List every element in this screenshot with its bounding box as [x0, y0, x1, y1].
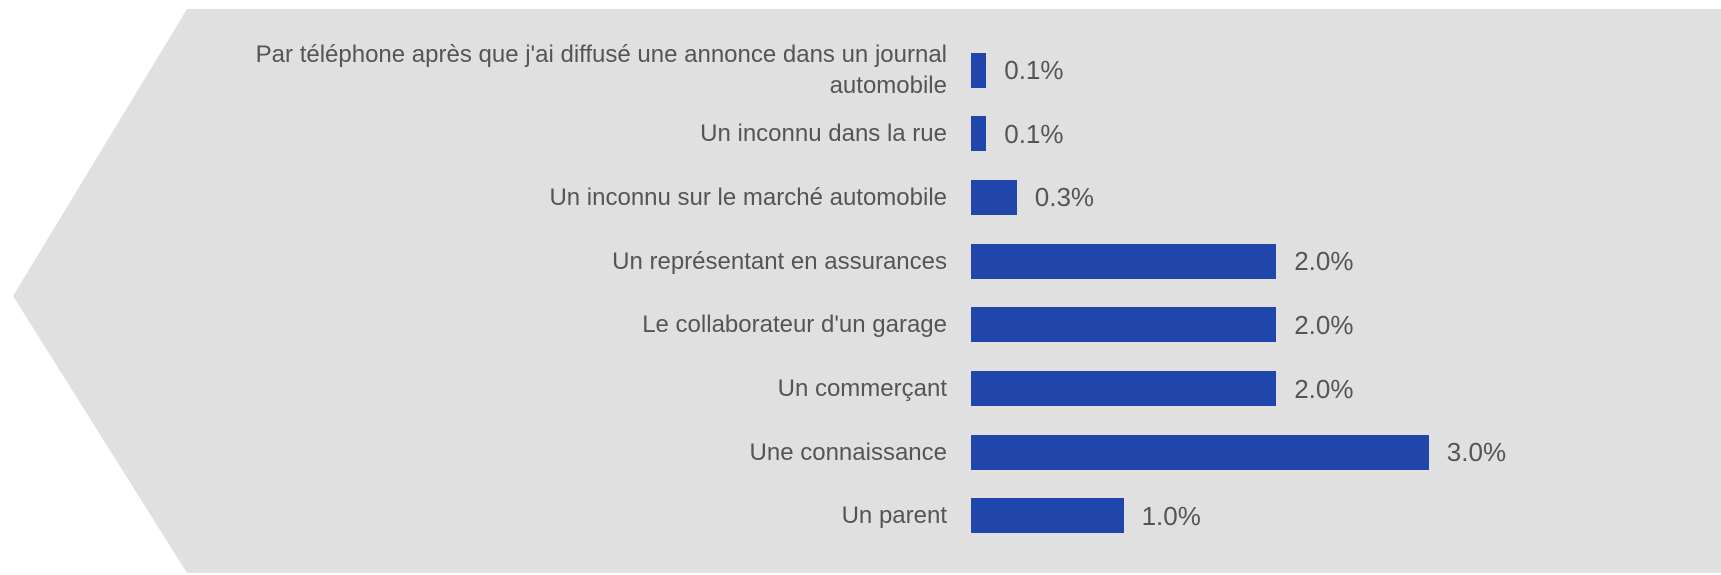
bar	[971, 307, 1277, 343]
category-label: Un inconnu sur le marché automobile	[549, 183, 947, 211]
value-label: 0.3%	[1034, 182, 1095, 213]
bar	[971, 371, 1277, 406]
bar	[971, 243, 1277, 279]
bar	[971, 52, 987, 88]
bar	[971, 179, 1017, 215]
value-label: 0.1%	[1004, 55, 1064, 85]
category-label: Un représentant en assurances	[612, 247, 947, 275]
category-label: Un inconnu dans la rue	[700, 120, 947, 148]
category-label: Par téléphone après que j'ai diffusé une…	[255, 41, 947, 99]
value-label: 0.1%	[1004, 118, 1064, 149]
bar	[971, 434, 1429, 470]
value-label: 2.0%	[1294, 246, 1354, 277]
value-label: 2.0%	[1294, 309, 1354, 340]
value-label: 2.0%	[1294, 373, 1354, 404]
category-label: Un commerçant	[777, 375, 947, 402]
bar	[971, 498, 1124, 534]
category-label: Un parent	[841, 502, 947, 530]
category-label: Le collaborateur d'un garage	[642, 311, 947, 339]
value-label: 3.0%	[1446, 437, 1507, 468]
arrow-panel	[13, 9, 1721, 573]
bar	[971, 116, 987, 152]
value-label: 1.0%	[1141, 500, 1201, 531]
category-label: Une connaissance	[749, 438, 947, 466]
